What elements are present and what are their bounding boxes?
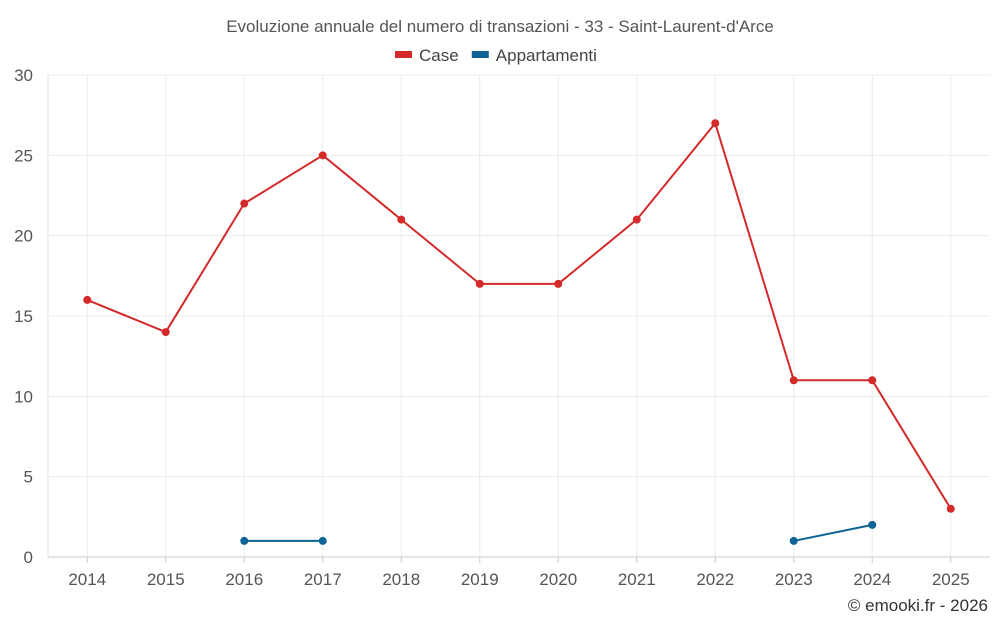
credit-text: © emooki.fr - 2026	[848, 596, 988, 615]
x-tick-label: 2017	[304, 570, 342, 589]
data-point-case	[318, 151, 327, 160]
legend-swatch-appartamenti	[471, 51, 489, 58]
series-appartamenti	[240, 520, 877, 545]
x-tick-label: 2019	[461, 570, 499, 589]
data-point-case	[868, 376, 877, 385]
x-tick-label: 2024	[853, 570, 891, 589]
y-tick-label: 5	[24, 468, 33, 487]
data-point-appartamenti	[240, 536, 249, 545]
legend: Case Appartamenti	[395, 46, 597, 65]
legend-label-appartamenti: Appartamenti	[496, 46, 597, 65]
data-point-appartamenti	[318, 536, 327, 545]
series-case	[83, 119, 955, 513]
legend-label-case: Case	[419, 46, 459, 65]
x-tick-label: 2025	[932, 570, 970, 589]
y-tick-label: 20	[14, 227, 33, 246]
x-tick-label: 2023	[775, 570, 813, 589]
data-point-case	[946, 504, 955, 513]
data-point-appartamenti	[789, 536, 798, 545]
data-point-case	[83, 295, 92, 304]
y-tick-label: 30	[14, 66, 33, 85]
data-point-case	[161, 328, 170, 337]
data-point-appartamenti	[868, 520, 877, 529]
legend-item-appartamenti: Appartamenti	[471, 46, 597, 65]
y-tick-label: 10	[14, 387, 33, 406]
data-point-case	[475, 279, 484, 288]
y-tick-label: 0	[24, 548, 33, 567]
x-tick-label: 2022	[696, 570, 734, 589]
y-tick-label: 15	[14, 307, 33, 326]
x-tick-label: 2016	[225, 570, 263, 589]
data-point-case	[632, 215, 641, 224]
legend-swatch-case	[395, 51, 412, 58]
x-tick-label: 2014	[68, 570, 106, 589]
data-point-case	[554, 279, 563, 288]
y-tick-label: 25	[14, 146, 33, 165]
series-line-case	[86, 122, 952, 510]
y-axis: 0 5 10 15 20 25 30	[14, 66, 49, 567]
data-point-case	[397, 215, 406, 224]
x-axis: 2014 2015 2016 2017 2018 2019 2020 2021 2022 2023…	[48, 556, 990, 589]
x-tick-label: 2021	[618, 570, 656, 589]
grid	[48, 74, 990, 558]
series-layer	[83, 119, 955, 545]
series-line-appartamenti	[793, 523, 873, 542]
chart-title: Evoluzione annuale del numero di transaz…	[226, 17, 774, 36]
x-tick-label: 2020	[539, 570, 577, 589]
data-point-case	[789, 376, 798, 385]
x-tick-label: 2015	[147, 570, 185, 589]
data-point-case	[240, 199, 249, 208]
x-tick-label: 2018	[382, 570, 420, 589]
legend-item-case: Case	[395, 46, 459, 65]
data-point-case	[711, 119, 720, 128]
